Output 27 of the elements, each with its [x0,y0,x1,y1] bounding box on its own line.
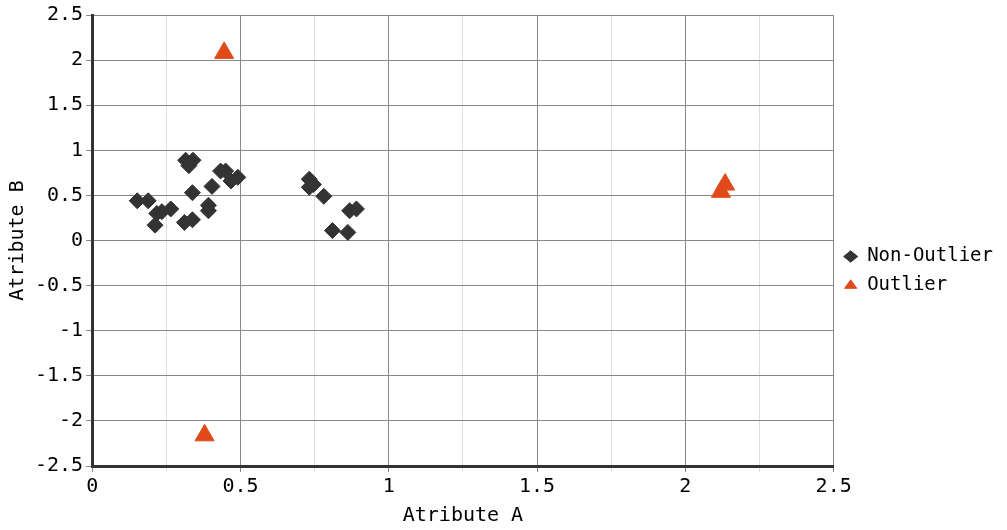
point [203,177,221,195]
x-tick-label: 2 [679,473,692,498]
point [146,216,164,234]
y-tick-label: 1 [71,136,84,161]
y-tick-label: -2 [59,407,84,432]
point [323,222,341,240]
y-tick-label: -0.5 [34,271,84,296]
point [315,187,333,205]
x-tick-label: 2.5 [815,473,852,498]
legend-label: Non-Outlier [867,243,994,266]
point [339,223,357,241]
point [162,200,180,218]
y-tick-label: 1.5 [47,91,84,116]
point [183,184,201,202]
legend-label: Outlier [867,272,948,295]
x-tick-label: 0.5 [222,473,259,498]
y-axis-title: Atribute B [4,180,29,301]
y-tick-label: 0.5 [47,181,84,206]
x-tick-label: 1.5 [519,473,556,498]
x-axis-title: Atribute A [402,502,524,527]
y-tick-label: -1 [59,316,84,341]
y-tick-label: 2.5 [47,1,84,26]
y-tick-label: 2 [71,46,84,71]
x-tick-label: 1 [382,473,395,498]
y-tick-label: 0 [71,226,84,251]
y-tick-label: -2.5 [34,452,84,477]
y-tick-label: -1.5 [34,362,84,386]
